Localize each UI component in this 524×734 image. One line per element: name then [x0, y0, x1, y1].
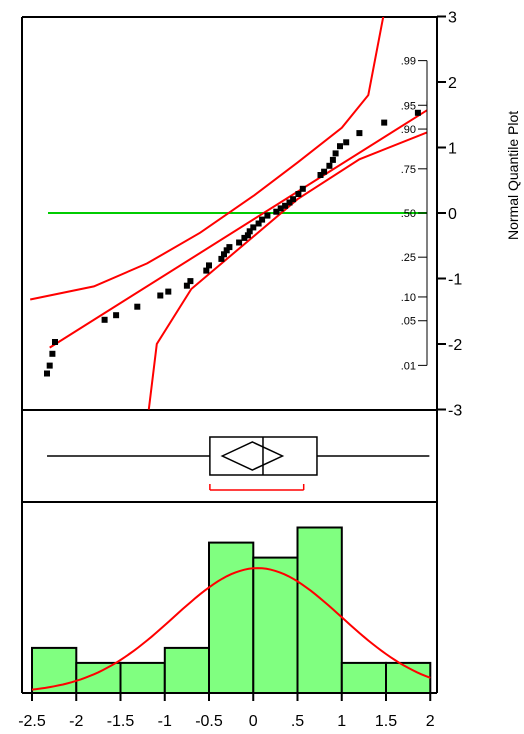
probability-tick-label: .10	[401, 292, 416, 304]
data-point	[223, 247, 230, 254]
probability-tick-label: .99	[401, 56, 416, 68]
normal-density-curve	[31, 567, 431, 691]
histogram-panel	[31, 526, 432, 695]
probability-tick-label: .01	[401, 360, 416, 372]
data-point	[218, 255, 225, 262]
data-point	[250, 224, 257, 231]
probability-tick-label: .05	[401, 316, 416, 328]
data-point	[236, 239, 243, 246]
x-axis-tick-label: 1.5	[375, 713, 397, 730]
x-axis-tick-label: -2.5	[18, 713, 46, 730]
quantile-axis-tick-label: 2	[448, 75, 457, 92]
data-point	[295, 191, 302, 197]
data-point	[286, 199, 293, 206]
data-point	[381, 119, 388, 126]
data-point	[259, 216, 266, 223]
data-point	[317, 172, 324, 178]
data-point	[183, 282, 190, 289]
data-point	[290, 196, 297, 203]
mean-diamond	[220, 441, 285, 471]
fit-line	[49, 109, 427, 349]
data-point	[165, 288, 172, 295]
x-axis-tick-label: .5	[291, 713, 304, 730]
normal-quantile-plot-panel	[29, 17, 427, 410]
data-point	[113, 312, 120, 319]
quantile-axis-tick-label: 1	[448, 141, 457, 158]
data-point	[206, 262, 212, 269]
histogram-x-axis: -2.5 -2 -1.5 -1 -0.5 0 .5 1 1.5 2	[18, 692, 435, 730]
data-point	[244, 232, 251, 239]
probability-tick-label: .95	[401, 100, 416, 112]
data-point	[414, 109, 421, 116]
quantile-axis-tick-label: -3	[448, 403, 462, 420]
data-point	[282, 202, 289, 209]
normal-quantile-plot-title: Normal Quantile Plot	[505, 111, 521, 240]
confidence-band-lower	[147, 131, 427, 410]
data-point	[203, 267, 210, 274]
data-point	[157, 292, 164, 299]
data-point	[226, 244, 233, 251]
data-point	[101, 316, 108, 323]
x-axis-tick-label: 1	[337, 713, 346, 730]
quantile-axis-tick-label: 0	[448, 206, 457, 223]
data-point	[187, 278, 194, 285]
histogram-bar	[163, 646, 211, 695]
data-point	[343, 139, 350, 146]
probability-tick-label: .90	[401, 124, 416, 136]
quantile-axis-tick-label: 3	[448, 10, 457, 27]
probability-tick-label: .25	[401, 252, 416, 264]
x-axis-tick-label: -2	[69, 713, 83, 730]
histogram-bar	[340, 661, 388, 695]
data-point	[241, 234, 248, 241]
data-point	[246, 228, 253, 235]
histogram-bar	[119, 661, 166, 695]
quantile-plot-area	[29, 17, 427, 410]
quantile-axis-tick-label: -1	[448, 272, 462, 289]
x-axis-tick-label: 0	[249, 713, 258, 730]
data-point	[273, 208, 280, 215]
histogram-bar	[208, 541, 255, 694]
data-point	[221, 251, 227, 258]
data-point	[134, 303, 141, 310]
data-point	[329, 156, 336, 163]
confidence-band-upper	[29, 17, 385, 301]
quantile-axis: -3 -2 -1 0 1 2 3 .01 .05 .10 .25 .50 .75 .90 .95 .99	[401, 10, 463, 420]
box-plot-panel	[47, 436, 430, 491]
data-point	[44, 370, 50, 377]
data-point	[326, 162, 333, 169]
data-point	[277, 205, 284, 212]
x-axis-tick-label: -1	[158, 713, 172, 730]
data-point	[332, 150, 339, 157]
quantile-axis-tick-label: -2	[448, 337, 462, 354]
x-axis-tick-label: -0.5	[195, 713, 223, 730]
data-point	[337, 143, 343, 150]
data-point	[49, 350, 56, 357]
data-point	[321, 168, 328, 175]
data-point	[255, 220, 262, 227]
data-point	[52, 339, 58, 345]
probability-tick-label: .75	[401, 164, 416, 176]
data-point	[356, 130, 363, 137]
data-point	[299, 185, 306, 192]
data-point	[46, 362, 53, 369]
x-axis-tick-label: -1.5	[107, 713, 135, 730]
x-axis-tick-label: 2	[426, 713, 435, 730]
probability-tick-label: .50	[401, 208, 416, 220]
data-point	[264, 212, 271, 219]
